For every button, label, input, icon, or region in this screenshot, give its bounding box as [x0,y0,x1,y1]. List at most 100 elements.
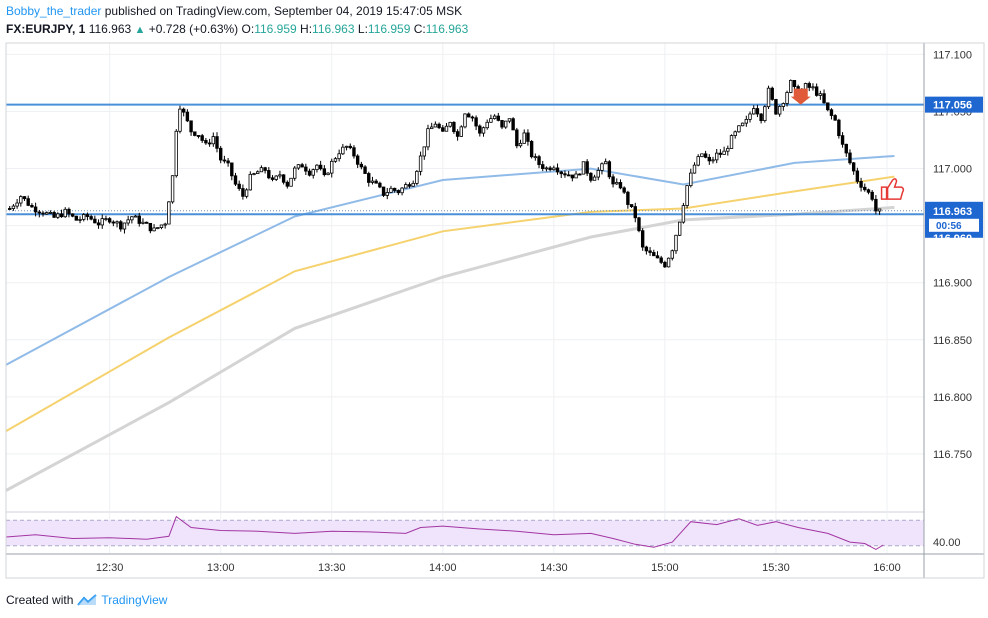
candle-body [677,221,682,236]
candle [811,83,815,91]
candle [529,140,534,159]
candle [196,135,201,139]
candle [715,149,719,164]
candle-body [315,164,319,171]
candle [207,138,212,147]
rsi-tick-label: 40.00 [933,537,961,549]
candle-body [585,161,589,174]
candle [507,118,512,124]
time-tick-label: 16:00 [873,562,901,574]
candle [326,172,330,176]
candle-body [200,135,204,141]
candle-body [193,131,197,136]
candle-body [866,189,871,193]
candle-body [396,190,401,194]
candle [248,171,253,191]
candle [141,218,145,225]
candle [30,203,34,208]
candle-body [274,175,278,180]
candle [700,153,704,158]
candle [600,162,604,175]
candle [877,208,882,215]
candle-body [41,212,45,215]
up-arrow-icon: ▲ [134,24,146,36]
candle-body [833,115,837,121]
candle-body [851,162,856,172]
price-axis[interactable]: 117.100117.050117.000116.950116.900116.8… [925,49,983,549]
candle-body [578,173,582,176]
candle [170,175,175,204]
candle [596,167,600,181]
candle-body [492,115,497,120]
candle [156,227,160,230]
price-tick-label: 116.800 [933,392,972,404]
resistance-badge-text: 117.056 [933,100,972,112]
author-link[interactable]: Bobby_the_trader [6,4,102,18]
horizontal-levels[interactable] [6,103,924,216]
candle-body [859,180,863,188]
candle [119,220,123,232]
high-label: H: [300,22,313,36]
candle [481,126,486,137]
candle [307,168,312,177]
candle [270,175,275,182]
candle [855,167,860,184]
candle-body [152,227,156,232]
candle-body [622,187,626,193]
candle-body [174,130,178,177]
candle-body [726,148,730,152]
candle [859,177,863,192]
candle-body [581,161,586,175]
candle [737,125,741,133]
candle [474,115,478,131]
candle [241,184,245,200]
candle-body [644,246,649,252]
candle [74,215,79,221]
candle [256,170,260,175]
candle [833,114,837,121]
candle-body [11,205,16,209]
candle [178,105,182,134]
candle [552,165,556,171]
candle-body [359,163,364,168]
candle-body [533,156,538,159]
candle-body [207,142,212,145]
candle-body [244,189,249,197]
candle-body [318,164,323,170]
symbol-label[interactable]: FX:EURJPY, 1 [6,22,86,36]
tradingview-link[interactable]: TradingView [101,593,168,607]
candle-body [463,113,467,128]
candle [563,170,567,178]
candle-body [559,171,563,175]
footer: Created with TradingView [6,593,167,607]
candle [311,168,315,179]
candle [626,190,630,209]
candle [755,104,760,118]
candle-body [437,123,441,129]
arrow-down-icon [790,88,811,105]
candle-body [256,171,260,175]
candle [544,166,549,172]
candle [333,157,338,163]
candle-body [333,158,338,162]
time-axis[interactable]: 12:30 13:00 13:30 14:00 14:30 15:00 15:30 16:00 [96,562,901,574]
candle-body [737,125,741,133]
candle [82,213,86,222]
candle [629,204,634,209]
candle [504,120,508,129]
candle [304,163,308,175]
candle-body [703,153,708,158]
candle [740,122,745,127]
published-text: published on TradingView.com, September … [104,4,463,18]
candle-body [330,160,334,174]
candle-body [126,219,130,224]
candle [770,86,774,101]
candle [96,219,101,229]
candle [818,90,823,100]
candle [344,145,349,151]
price-tick-label: 117.000 [933,164,972,176]
candle-body [70,213,75,217]
candle-body [289,177,293,187]
candle [837,118,841,139]
ma-mid-line [5,175,895,432]
